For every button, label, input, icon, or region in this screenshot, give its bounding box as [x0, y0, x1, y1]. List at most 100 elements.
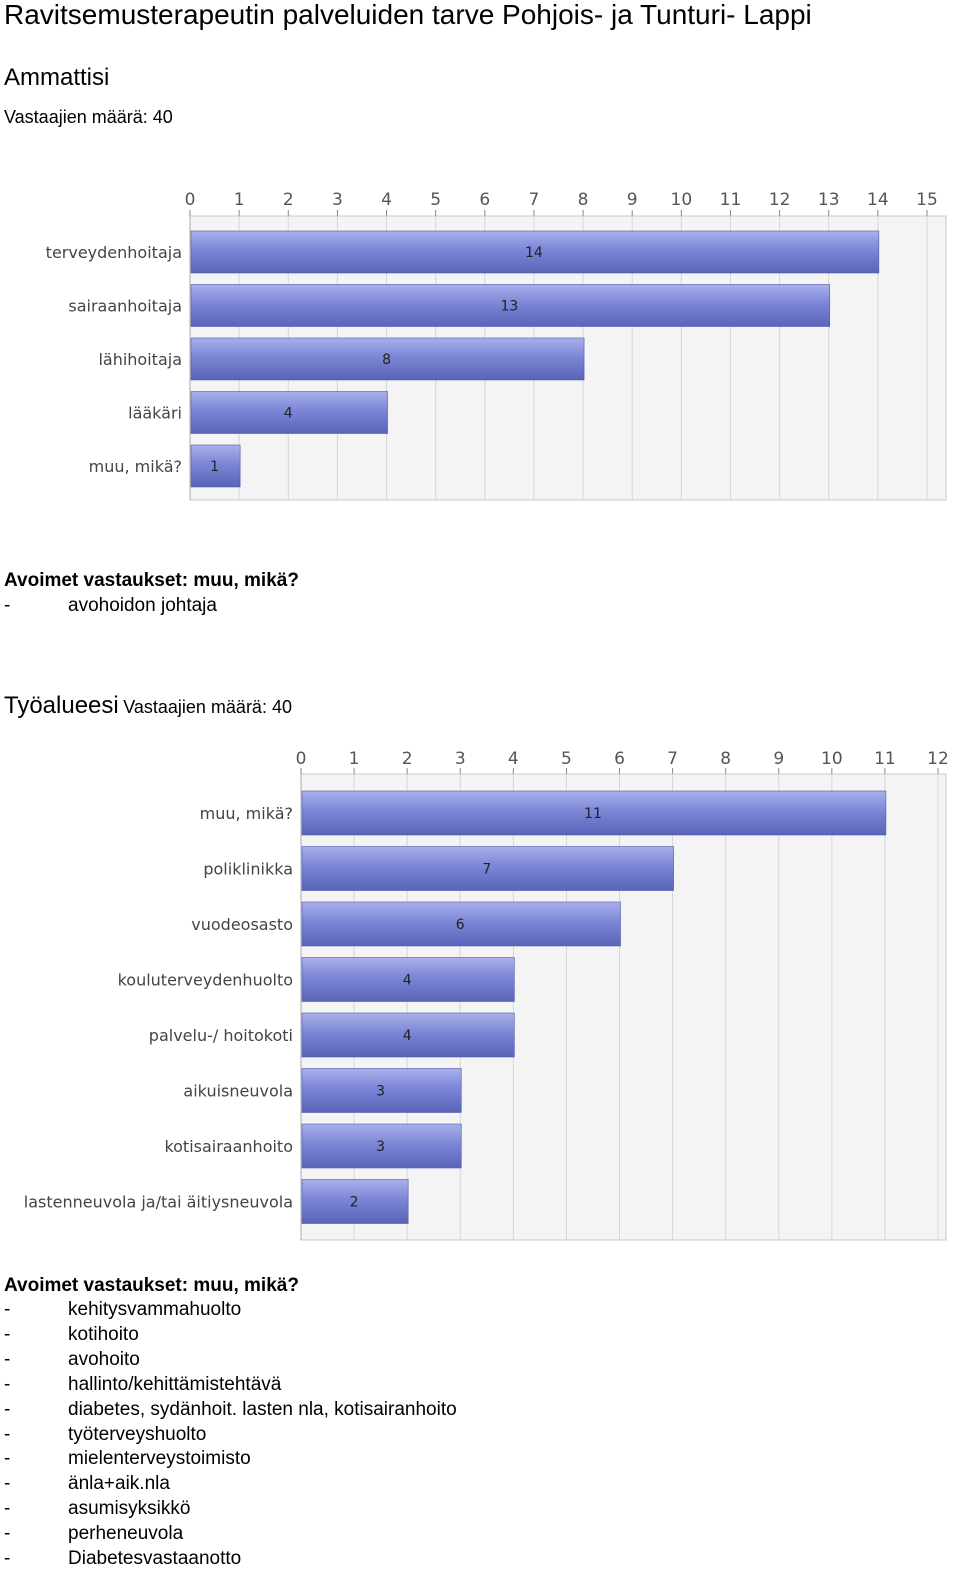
list-bullet: - — [4, 1523, 11, 1545]
data-label: 14 — [525, 245, 543, 261]
list-item-text: perheneuvola — [68, 1523, 184, 1545]
section1-heading: Ammattisi — [4, 64, 110, 91]
data-label: 6 — [456, 917, 465, 933]
tick-label: 10 — [821, 749, 843, 769]
tick-label: 8 — [720, 749, 731, 769]
list-bullet: - — [4, 1548, 11, 1570]
section1-open-list: - avohoidon johtaja — [4, 594, 217, 619]
list-item: - työterveyshuolto — [4, 1423, 457, 1448]
list-bullet: - — [4, 1448, 11, 1470]
bar — [301, 1123, 462, 1169]
category-label: vuodeosasto — [191, 915, 293, 934]
bar — [301, 790, 887, 836]
tick-label: 7 — [529, 190, 540, 210]
tick-label: 6 — [614, 749, 625, 769]
list-item-text: avohoito — [68, 1348, 140, 1370]
list-item: - diabetes, sydänhoit. lasten nla, kotisa… — [4, 1398, 457, 1423]
list-bullet: - — [4, 1423, 11, 1445]
category-label: lastenneuvola ja/tai äitiysneuvola — [24, 1193, 293, 1212]
category-label: muu, mikä? — [200, 804, 293, 823]
list-item: - kotihoito — [4, 1323, 457, 1348]
tick-label: 3 — [332, 190, 343, 210]
list-item: - avohoidon johtaja — [4, 594, 217, 619]
category-label: aikuisneuvola — [183, 1082, 293, 1101]
bar — [190, 444, 241, 488]
section2-heading: Työalueesi — [4, 692, 119, 719]
tick-label: 1 — [349, 749, 360, 769]
data-label: 11 — [584, 806, 602, 822]
tick-label: 1 — [234, 190, 245, 210]
list-item: - avohoito — [4, 1348, 457, 1373]
tick-label: 11 — [720, 190, 742, 210]
data-label: 7 — [482, 862, 491, 878]
list-item-text: kehitysvammahuolto — [68, 1299, 242, 1320]
tick-label: 13 — [818, 190, 840, 210]
list-bullet: - — [4, 1473, 11, 1495]
bar — [190, 284, 831, 327]
section2-respondents: Vastaajien määrä: 40 — [123, 697, 292, 717]
list-item: - Diabetesvastaanotto — [4, 1547, 457, 1572]
category-label: terveydenhoitaja — [46, 243, 182, 262]
category-label: poliklinikka — [203, 860, 293, 879]
list-item-text: kotihoito — [68, 1323, 139, 1345]
list-item-text: avohoidon johtaja — [68, 595, 217, 616]
list-item-text: mielenterveystoimisto — [68, 1448, 251, 1470]
list-bullet: - — [4, 1348, 11, 1370]
tick-label: 11 — [874, 749, 896, 769]
list-item-text: työterveyshuolto — [68, 1423, 207, 1445]
data-label: 2 — [350, 1195, 359, 1211]
list-item-text: änla+aik.nla — [68, 1473, 170, 1495]
list-bullet: - — [4, 1373, 11, 1395]
bar — [301, 1068, 462, 1113]
tick-label: 14 — [867, 190, 889, 210]
data-label: 8 — [382, 352, 391, 368]
bar — [190, 337, 585, 381]
tick-label: 0 — [185, 190, 196, 210]
tick-label: 2 — [402, 749, 413, 769]
list-bullet: - — [4, 1323, 11, 1345]
plot-area — [300, 773, 947, 1241]
bar — [301, 846, 674, 891]
data-label: 4 — [284, 406, 293, 422]
section2-header: Työalueesi Vastaajien määrä: 40 — [4, 692, 292, 720]
section2-open-heading: Avoimet vastaukset: muu, mikä? — [4, 1275, 299, 1296]
data-label: 4 — [403, 973, 412, 989]
bar — [301, 1012, 515, 1058]
bar — [190, 391, 388, 434]
tick-label: 8 — [578, 190, 589, 210]
list-item-text: diabetes, sydänhoit. lasten nla, kotisai… — [68, 1398, 457, 1420]
bar — [301, 901, 621, 947]
tick-label: 12 — [927, 749, 949, 769]
tick-label: 5 — [561, 749, 572, 769]
tick-label: 15 — [916, 190, 938, 210]
category-label: lähihoitaja — [98, 350, 182, 369]
section1-respondents: Vastaajien määrä: 40 — [4, 107, 173, 127]
data-label: 1 — [210, 459, 219, 475]
list-item-text: hallinto/kehittämistehtävä — [68, 1373, 282, 1395]
page-title: Ravitsemusterapeutin palveluiden tarve P… — [4, 0, 812, 30]
category-label: sairaanhoitaja — [68, 297, 182, 316]
bar — [301, 1179, 409, 1224]
tick-label: 4 — [508, 749, 519, 769]
category-label: lääkäri — [128, 404, 182, 423]
list-item-text: asumisyksikkö — [68, 1498, 191, 1520]
data-label: 3 — [376, 1139, 385, 1155]
category-label: kotisairaanhoito — [164, 1137, 293, 1156]
tick-label: 0 — [296, 749, 307, 769]
tick-label: 9 — [773, 749, 784, 769]
data-label: 3 — [376, 1084, 385, 1100]
list-bullet: - — [4, 1299, 11, 1320]
bar — [190, 230, 880, 274]
tick-label: 3 — [455, 749, 466, 769]
section1-open-heading: Avoimet vastaukset: muu, mikä? — [4, 570, 299, 591]
list-item: - kehitysvammahuolto — [4, 1298, 457, 1323]
tick-label: 12 — [769, 190, 791, 210]
tick-label: 9 — [627, 190, 638, 210]
list-item: - mielenterveystoimisto — [4, 1447, 457, 1472]
list-item: - hallinto/kehittämistehtävä — [4, 1373, 457, 1398]
list-item-text: Diabetesvastaanotto — [68, 1548, 242, 1570]
list-item: - asumisyksikkö — [4, 1497, 457, 1522]
tick-label: 7 — [667, 749, 678, 769]
